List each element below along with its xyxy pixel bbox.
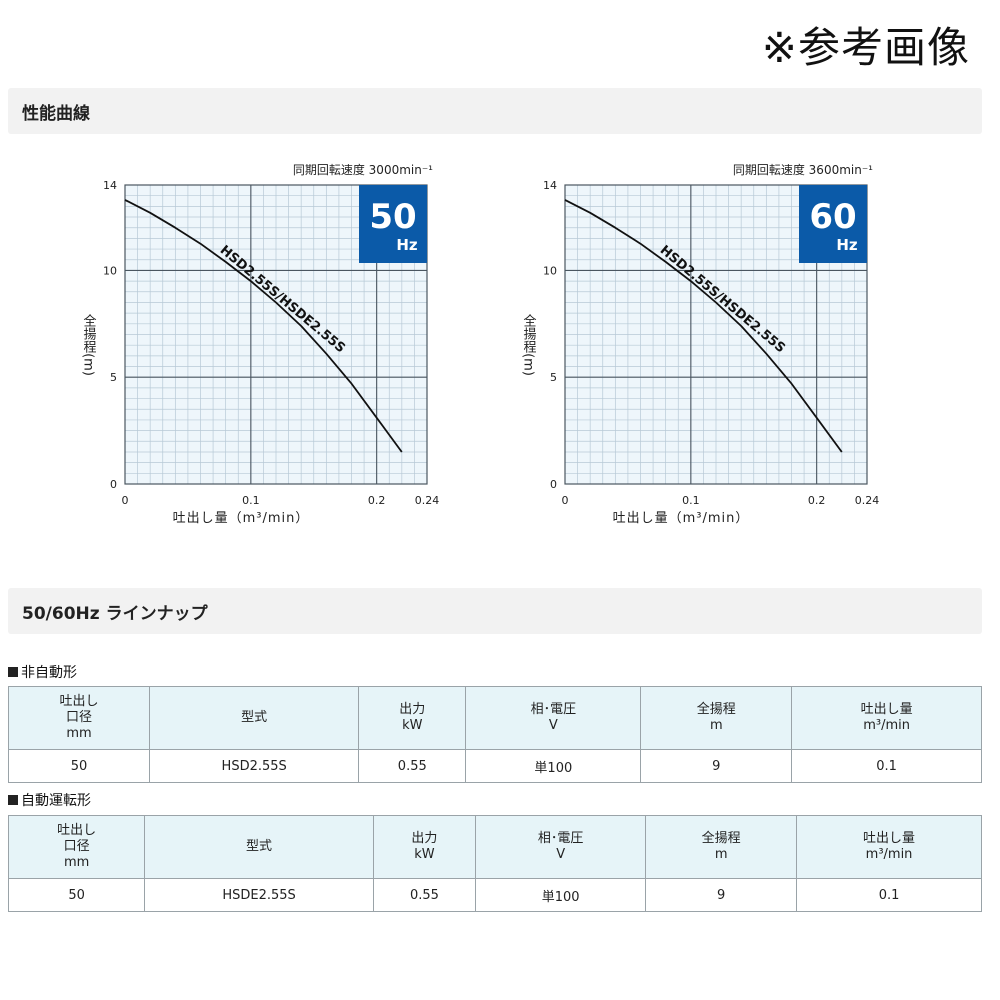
auto-type-label: 自動運転形: [8, 790, 91, 810]
cell-phase-voltage: 単100: [465, 749, 642, 783]
square-bullet-icon: [8, 667, 18, 677]
x-tick-label: 0: [122, 494, 129, 507]
cell-model: HSD2.55S: [149, 749, 360, 783]
x-tick-label: 0.24: [855, 494, 880, 507]
table-header-row: 吐出し 口径 mm 型式 出力 kW 相･電圧 V 全揚程 m 吐出し量 m³/min: [7, 686, 982, 750]
y-tick-label: 0: [110, 478, 117, 491]
performance-curve: [124, 199, 403, 453]
header-total-head: 全揚程 m: [640, 686, 793, 750]
hz-badge-unit: Hz: [836, 236, 858, 254]
hz-badge: [799, 185, 867, 263]
x-tick-label: 0.1: [682, 494, 700, 507]
y-tick-label: 0: [550, 478, 557, 491]
x-axis-label: 吐出し量（m³/min）: [173, 511, 310, 526]
x-tick-label: 0: [562, 494, 569, 507]
header-total-head: 全揚程 m: [645, 815, 798, 879]
performance-curve: [564, 199, 843, 453]
hz-badge: [359, 185, 427, 263]
x-tick-label: 0.2: [368, 494, 386, 507]
lineup-title: 50/60Hz ラインナップ: [22, 603, 208, 624]
header-output: 出力 kW: [372, 815, 477, 879]
header-phase-voltage: 相･電圧 V: [465, 686, 642, 750]
x-tick-label: 0.24: [415, 494, 440, 507]
table-row: 50 HSD2.55S 0.55 単100 9 0.1: [7, 749, 982, 783]
cell-model: HSDE2.55S: [144, 878, 374, 912]
table-row: 50 HSDE2.55S 0.55 単100 9 0.1: [7, 878, 982, 912]
performance-chart-60hz: 0 0.1 0.2 0.24 0 5 10 14 吐出し量（m³/min） 全揚程(m) 同期回転速…: [440, 150, 910, 540]
plot-frame: [124, 184, 428, 485]
cell-output: 0.55: [372, 878, 477, 912]
lineup-header: 50/60Hz ラインナップ: [8, 588, 982, 634]
cell-phase-voltage: 単100: [475, 878, 647, 912]
table-header-row: 吐出し 口径 mm 型式 出力 kW 相･電圧 V 全揚程 m 吐出し量 m³/min: [7, 815, 982, 879]
cell-flow: 0.1: [796, 878, 982, 912]
reference-image-note: ※参考画像: [761, 23, 970, 72]
speed-label: 同期回転速度 3000min⁻¹: [293, 162, 433, 177]
y-tick-label: 10: [543, 264, 557, 277]
y-axis-label: 全揚程(m): [521, 314, 537, 376]
x-tick-label: 0.1: [242, 494, 260, 507]
x-tick-label: 0.2: [808, 494, 826, 507]
speed-label: 同期回転速度 3600min⁻¹: [733, 162, 873, 177]
cell-total-head: 9: [645, 878, 798, 912]
header-flow: 吐出し量 m³/min: [791, 686, 982, 750]
auto-type-table: 吐出し 口径 mm 型式 出力 kW 相･電圧 V 全揚程 m 吐出し量 m³/min 50…: [7, 815, 982, 912]
plot-frame: [564, 184, 868, 485]
y-tick-label: 14: [103, 179, 117, 192]
y-tick-label: 10: [103, 264, 117, 277]
chart-svg-50hz: 0 0.1 0.2 0.24 0 5 10 14 吐出し量（m³/min） 全揚程(m) 同期回転速…: [81, 162, 440, 526]
hz-badge-number: 50: [369, 197, 416, 237]
y-tick-label: 5: [550, 371, 557, 384]
manual-type-label: 非自動形: [8, 662, 77, 682]
y-tick-label: 14: [543, 179, 557, 192]
header-bore: 吐出し 口径 mm: [7, 686, 151, 750]
chart-svg-60hz: 0 0.1 0.2 0.24 0 5 10 14 吐出し量（m³/min） 全揚程(m) 同期回転速…: [521, 162, 880, 526]
cell-bore: 50: [7, 749, 151, 783]
performance-curve-header: 性能曲線: [8, 88, 982, 134]
y-axis-label: 全揚程(m): [81, 314, 97, 376]
header-flow: 吐出し量 m³/min: [796, 815, 982, 879]
header-bore: 吐出し 口径 mm: [7, 815, 146, 879]
auto-type-text: 自動運転形: [21, 793, 91, 809]
performance-chart-50hz: 0 0.1 0.2 0.24 0 5 10 14 吐出し量（m³/min） 全揚程(m) 同期回転速…: [0, 150, 470, 540]
header-phase-voltage: 相･電圧 V: [475, 815, 647, 879]
square-bullet-icon: [8, 795, 18, 805]
header-model: 型式: [149, 686, 360, 750]
manual-type-text: 非自動形: [21, 665, 77, 681]
cell-bore: 50: [7, 878, 146, 912]
cell-output: 0.55: [358, 749, 467, 783]
hz-badge-unit: Hz: [396, 236, 418, 254]
cell-flow: 0.1: [791, 749, 982, 783]
y-tick-label: 5: [110, 371, 117, 384]
header-model: 型式: [144, 815, 374, 879]
header-output: 出力 kW: [358, 686, 467, 750]
cell-total-head: 9: [640, 749, 793, 783]
hz-badge-number: 60: [809, 197, 856, 237]
performance-curve-title: 性能曲線: [22, 103, 90, 124]
x-axis-label: 吐出し量（m³/min）: [613, 511, 750, 526]
manual-type-table: 吐出し 口径 mm 型式 出力 kW 相･電圧 V 全揚程 m 吐出し量 m³/min 50…: [7, 686, 982, 783]
